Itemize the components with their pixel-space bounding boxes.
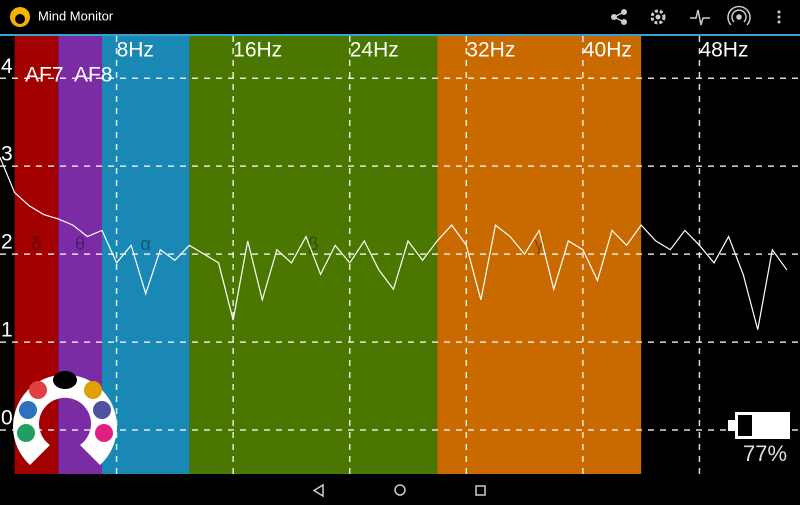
toolbar xyxy=(611,5,781,26)
share-icon[interactable] xyxy=(611,9,627,25)
band xyxy=(102,36,190,474)
y-tick-label: 3 xyxy=(1,143,13,166)
nav-bar xyxy=(0,474,800,505)
app-bar-line xyxy=(0,34,800,36)
recents-button[interactable] xyxy=(475,485,486,496)
y-tick-label: 0 xyxy=(1,407,13,430)
band-label: γ xyxy=(535,234,544,254)
battery-icon xyxy=(728,412,790,439)
stream-icon[interactable] xyxy=(727,5,751,26)
settings-icon[interactable] xyxy=(650,9,666,25)
headband-icon xyxy=(13,371,118,465)
app-title: Mind Monitor xyxy=(38,8,114,23)
band-label: δ xyxy=(31,234,41,254)
x-tick-label: 24Hz xyxy=(350,39,399,62)
y-tick-label: 1 xyxy=(1,319,13,342)
spectrum-line xyxy=(0,157,788,330)
x-tick-label: 16Hz xyxy=(233,39,282,62)
y-tick-label: 4 xyxy=(1,55,13,78)
menu-icon[interactable] xyxy=(777,10,781,24)
band-label: θ xyxy=(75,234,85,254)
battery-label: 77% xyxy=(743,441,787,466)
band xyxy=(437,36,642,474)
channel-label[interactable]: AF8 xyxy=(74,64,113,87)
y-tick-label: 2 xyxy=(1,231,13,254)
band-label: α xyxy=(141,234,151,254)
app-bar xyxy=(0,0,800,34)
band-label: β xyxy=(308,234,318,254)
ecg-icon[interactable] xyxy=(690,9,710,26)
back-button[interactable] xyxy=(312,483,324,498)
x-tick-label: 8Hz xyxy=(117,39,154,62)
x-tick-label: 48Hz xyxy=(699,39,748,62)
channel-label[interactable]: AF7 xyxy=(25,64,64,87)
x-tick-label: 40Hz xyxy=(583,39,632,62)
home-button[interactable] xyxy=(394,484,406,496)
app-icon xyxy=(10,7,30,27)
x-tick-label: 32Hz xyxy=(466,39,515,62)
